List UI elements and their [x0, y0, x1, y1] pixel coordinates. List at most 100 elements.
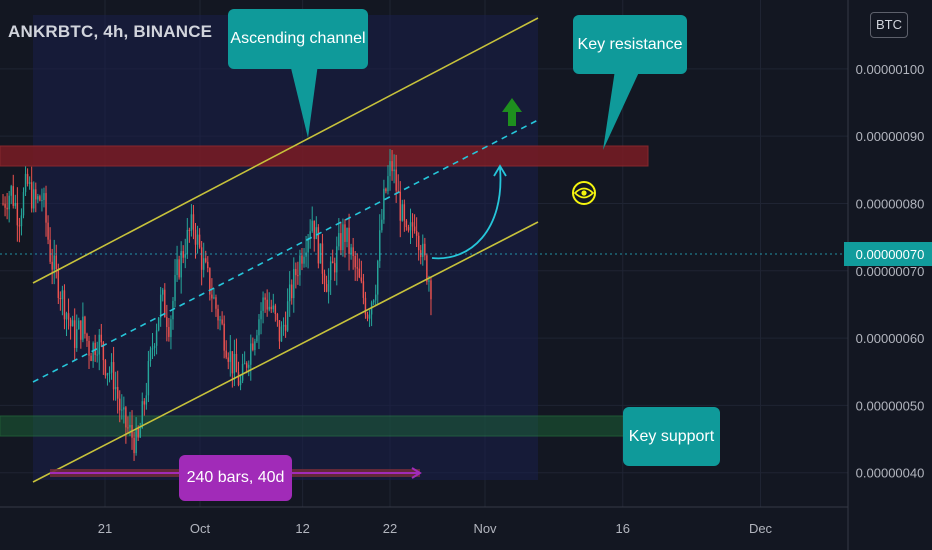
candle-body: [256, 335, 258, 342]
time-axis[interactable]: 21 Oct 12 22 Nov 16 Dec: [98, 521, 773, 536]
candle-body: [37, 196, 39, 200]
candle-body: [67, 313, 70, 320]
candle-body: [254, 341, 256, 350]
candle-body: [24, 173, 27, 193]
candle-body: [108, 372, 111, 374]
candle-body: [8, 195, 10, 210]
channel-upper-line[interactable]: [32, 17, 539, 284]
candle-body: [14, 202, 17, 206]
candle-body: [264, 297, 266, 300]
candle-body: [311, 220, 313, 232]
resistance-callout[interactable]: Key resistance: [573, 15, 687, 74]
candle-body: [301, 255, 303, 264]
candle-body: [348, 227, 350, 254]
chart-title: ANKRBTC, 4h, BINANCE: [8, 22, 213, 41]
candle-body: [215, 297, 217, 309]
candle-body: [329, 261, 332, 281]
candle-body: [51, 261, 53, 270]
range-callout[interactable]: 240 bars, 40d: [179, 455, 292, 501]
candle-body: [35, 189, 37, 200]
candle-body: [280, 326, 283, 342]
candle-body: [381, 219, 383, 231]
candle-body: [12, 186, 14, 206]
candle-body: [71, 320, 74, 327]
candle-body: [33, 189, 35, 209]
candle-body: [274, 305, 277, 315]
candle-body: [28, 182, 31, 184]
candle-body: [55, 255, 57, 270]
arrow-up-icon: [502, 98, 522, 126]
candle-body: [139, 428, 141, 438]
candle-body: [288, 284, 291, 302]
candle-body: [90, 355, 92, 362]
candle-body: [114, 386, 117, 390]
time-tick-label: Nov: [473, 521, 497, 536]
candle-body: [65, 313, 68, 320]
channel-callout[interactable]: Ascending channel: [228, 9, 368, 69]
currency-button[interactable]: BTC: [870, 12, 908, 38]
candle-body: [180, 251, 182, 278]
candle-body: [63, 290, 66, 320]
candle-body: [325, 284, 328, 292]
candle-body: [211, 294, 213, 299]
candle-body: [217, 308, 219, 321]
candle-body: [293, 268, 295, 299]
candle-body: [401, 204, 404, 221]
candle-body: [61, 290, 64, 300]
candle-body: [119, 398, 121, 411]
time-tick-label: 21: [98, 521, 112, 536]
candle-body: [4, 203, 6, 208]
candle-body: [342, 224, 344, 251]
support-zone[interactable]: [0, 415, 649, 437]
candle-body: [358, 268, 361, 278]
candle-body: [69, 319, 72, 327]
candle-body: [379, 230, 381, 262]
candle-body: [41, 200, 43, 202]
candle-body: [82, 316, 84, 340]
candle-body: [233, 353, 236, 374]
candle-body: [176, 259, 178, 276]
candle-body: [104, 360, 107, 376]
support-callout[interactable]: Key support: [623, 407, 720, 466]
candle-body: [123, 407, 125, 410]
candle-body: [219, 319, 221, 321]
candle-body: [334, 263, 336, 273]
candle-body: [186, 229, 189, 255]
candle-body: [10, 186, 12, 196]
candles: [2, 149, 432, 461]
candle-body: [174, 275, 176, 301]
candle-body: [121, 409, 123, 411]
candle-body: [47, 222, 49, 240]
candle-body: [157, 317, 160, 331]
candle-body: [229, 351, 232, 362]
candle-body: [237, 372, 240, 386]
candle-body: [198, 234, 201, 248]
candle-body: [153, 345, 156, 349]
resistance-zone[interactable]: [0, 145, 649, 167]
candle-body: [356, 267, 358, 269]
candle-body: [26, 173, 29, 184]
channel-midline[interactable]: [32, 119, 539, 383]
candle-body: [391, 161, 393, 172]
time-tick-label: Dec: [749, 521, 773, 536]
price-tick-label: 0.00000100: [856, 62, 925, 77]
channel-lower-line[interactable]: [32, 221, 539, 483]
candle-body: [323, 273, 326, 285]
last-price-tag-bg: [844, 242, 932, 266]
candle-body: [225, 350, 227, 358]
last-price-tag: 0.00000070: [856, 247, 925, 262]
candle-body: [313, 220, 315, 240]
candle-body: [135, 428, 137, 454]
candle-body: [196, 234, 199, 245]
candle-body: [190, 214, 193, 231]
candle-body: [147, 361, 150, 396]
candle-body: [262, 297, 264, 311]
candle-body: [336, 246, 338, 273]
candle-body: [305, 252, 307, 257]
candle-body: [49, 239, 51, 262]
candle-body: [164, 289, 166, 318]
candle-body: [184, 254, 186, 258]
price-axis[interactable]: 0.00000040 0.00000050 0.00000060 0.00000070…: [856, 62, 925, 481]
candle-body: [133, 437, 135, 454]
